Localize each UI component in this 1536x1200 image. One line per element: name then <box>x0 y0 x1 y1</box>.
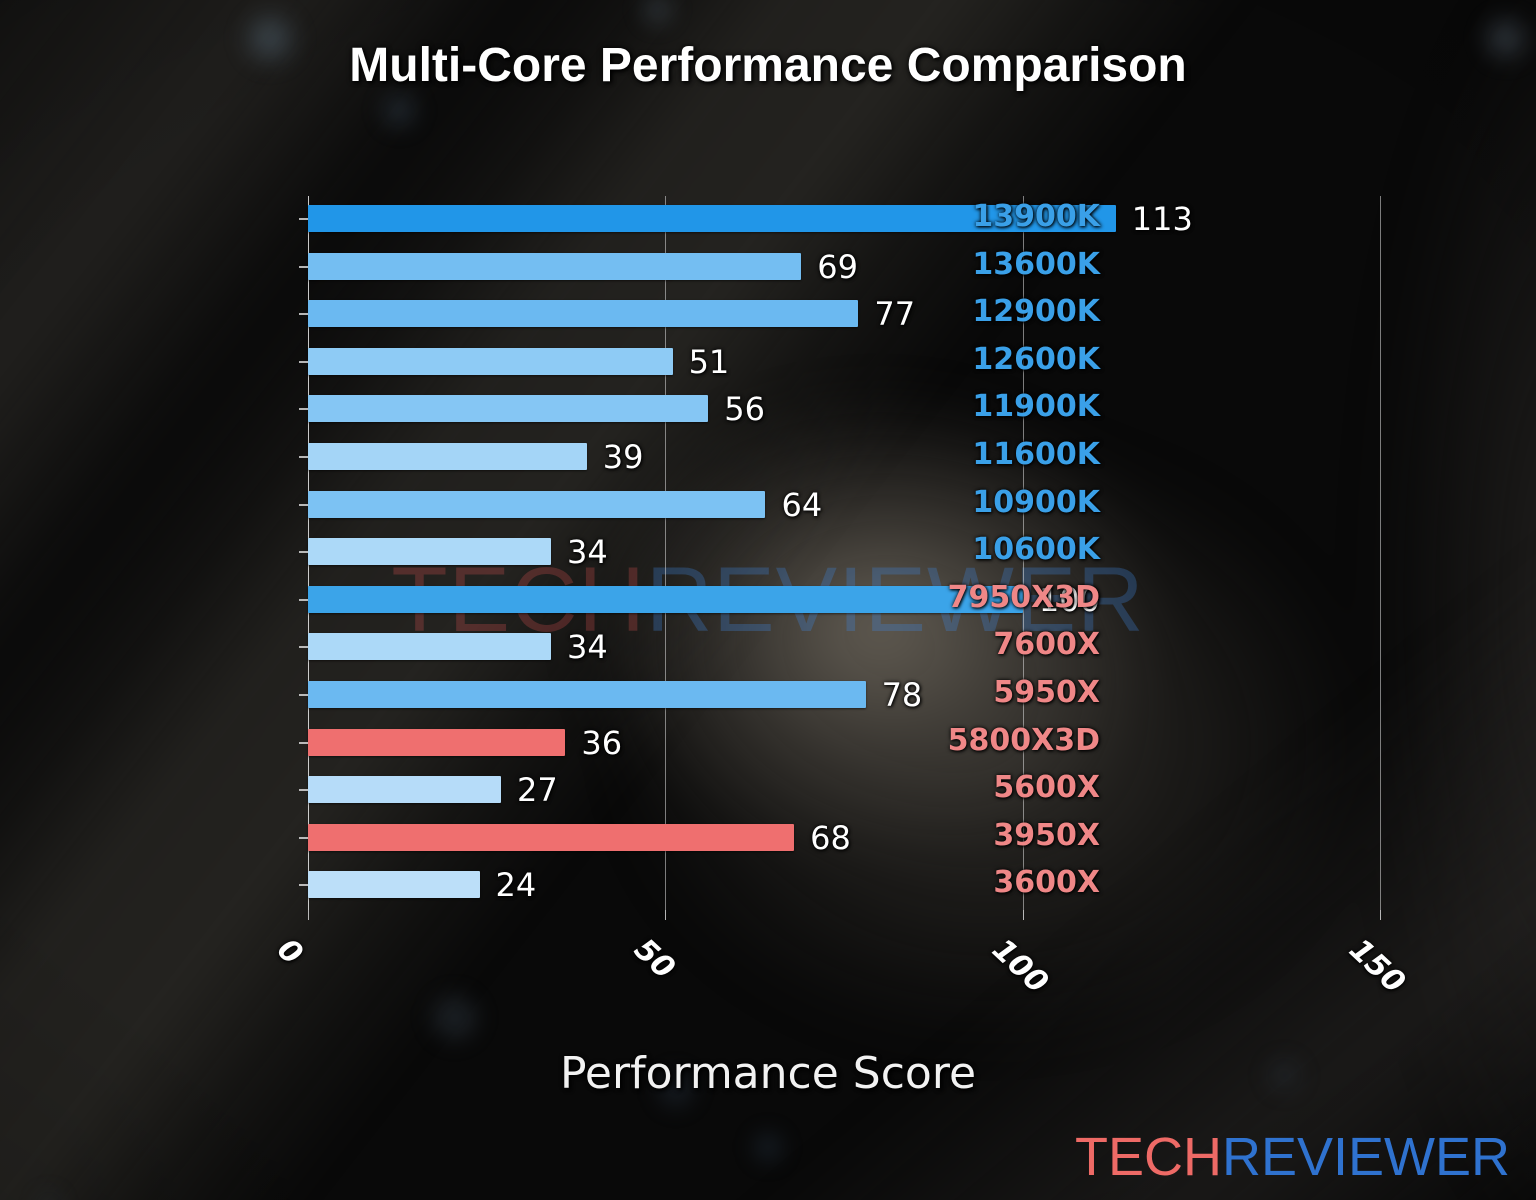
y-axis-label-3950x: 3950X <box>993 817 1100 853</box>
y-axis-label-7600x: 7600X <box>993 627 1100 663</box>
x-tick-0 <box>308 910 309 920</box>
y-tick <box>299 789 308 792</box>
x-tick-50 <box>665 910 667 920</box>
bar-value-13900k: 113 <box>1131 200 1193 238</box>
y-axis-label-12600k: 12600K <box>972 341 1100 377</box>
bar-value-7600x: 34 <box>567 628 608 667</box>
bar-value-12600k: 51 <box>688 342 730 381</box>
bar-13900k <box>308 205 1116 232</box>
y-axis-label-5600x: 5600X <box>993 770 1100 806</box>
gridline-50 <box>665 196 667 910</box>
bar-7950x3d <box>308 585 1023 613</box>
bar-13600k <box>308 252 802 280</box>
bar-7600x <box>308 633 552 661</box>
bar-3600x <box>308 871 480 899</box>
y-tick <box>299 551 308 554</box>
y-axis-label-5950x: 5950X <box>993 675 1100 710</box>
bar-value-12900k: 77 <box>874 295 916 334</box>
y-tick <box>299 456 308 458</box>
bar-value-3600x: 24 <box>495 866 537 905</box>
bar-12600k <box>308 347 673 375</box>
logo-tech-text: TECH <box>1074 1127 1222 1187</box>
y-tick <box>299 741 308 744</box>
y-tick <box>299 646 308 649</box>
x-tick-label-50: 50 <box>627 932 682 987</box>
y-axis-label-13900k: 13900K <box>972 199 1100 234</box>
x-tick-label-100: 100 <box>984 932 1055 1001</box>
bar-value-11600k: 39 <box>602 438 644 476</box>
bar-row: 56 11900K <box>299 386 1416 431</box>
y-axis-label-10900k: 10900K <box>972 484 1100 520</box>
y-tick <box>299 218 308 220</box>
bar-row: 64 10900K <box>299 482 1416 527</box>
bar-11900k <box>308 395 709 423</box>
bar-row: 24 3600X <box>299 862 1416 907</box>
bar-11600k <box>308 443 587 470</box>
logo-reviewer-text: REVIEWER <box>1221 1127 1510 1187</box>
x-tick-label-150: 150 <box>1342 932 1413 1001</box>
bar-row: 69 13600K <box>299 244 1416 289</box>
bar-value-3950x: 68 <box>810 818 851 857</box>
bar-12900k <box>308 300 859 328</box>
y-tick <box>299 408 308 411</box>
bar-row: 113 13900K <box>299 196 1416 241</box>
bar-value-10600k: 34 <box>567 533 608 572</box>
gridline-150 <box>1380 196 1382 910</box>
bar-row: 34 10600K <box>299 529 1416 574</box>
x-tick-label-0: 0 <box>270 932 310 972</box>
gridline-100 <box>1022 196 1024 910</box>
bar-value-11900k: 56 <box>724 390 766 429</box>
bar-3950x <box>308 823 795 851</box>
y-axis-label-13600k: 13600K <box>972 246 1100 282</box>
x-axis-label: Performance Score <box>559 1048 977 1099</box>
bar-row: 78 5950X <box>299 672 1416 717</box>
y-tick <box>299 598 308 601</box>
y-axis-label-7950x3d: 7950X3D <box>947 579 1100 615</box>
y-axis-label-3600x: 3600X <box>993 865 1100 901</box>
bar-5800x3d <box>308 728 566 756</box>
bar-row: 27 5600X <box>299 767 1416 812</box>
bar-row: 100 7950X3D <box>299 577 1416 622</box>
x-tick-150 <box>1380 910 1382 920</box>
y-axis-label-12900k: 12900K <box>972 294 1100 330</box>
bar-row: 36 5800X3D <box>299 720 1416 765</box>
plot-area: 113 13900K 69 13600K 77 12900K 51 12600K 56 11900… <box>270 196 1416 1000</box>
y-tick <box>299 836 308 839</box>
bar-value-5800x3d: 36 <box>581 723 623 762</box>
y-tick <box>299 265 308 268</box>
x-tick-100 <box>1022 910 1024 920</box>
bar-5950x <box>308 681 866 708</box>
y-tick <box>299 360 308 363</box>
bar-value-10900k: 64 <box>781 485 823 524</box>
y-tick <box>299 694 308 696</box>
y-tick <box>299 884 308 887</box>
bar-5600x <box>308 776 501 804</box>
techreviewer-logo: TECHREVIEWER <box>1075 1126 1510 1188</box>
bar-value-7950x3d: 100 <box>1038 580 1100 619</box>
y-axis-label-10600k: 10600K <box>972 532 1100 568</box>
bar-row: 77 12900K <box>299 291 1416 336</box>
bar-10900k <box>308 490 766 518</box>
y-axis-label-5800x3d: 5800X3D <box>947 722 1100 758</box>
y-axis-label-11600k: 11600K <box>972 437 1100 472</box>
bar-row: 34 7600X <box>299 624 1416 669</box>
bar-row: 39 11600K <box>299 434 1416 479</box>
y-axis-label-11900k: 11900K <box>972 389 1100 425</box>
bar-value-5950x: 78 <box>881 676 923 714</box>
y-tick <box>299 313 308 316</box>
chart-title: Multi-Core Performance Comparison <box>349 39 1187 92</box>
y-tick <box>299 503 308 506</box>
bar-row: 51 12600K <box>299 339 1416 384</box>
bar-value-5600x: 27 <box>517 771 558 810</box>
bar-value-13600k: 69 <box>817 247 858 286</box>
bar-10600k <box>308 538 552 566</box>
bar-row: 68 3950X <box>299 815 1416 860</box>
